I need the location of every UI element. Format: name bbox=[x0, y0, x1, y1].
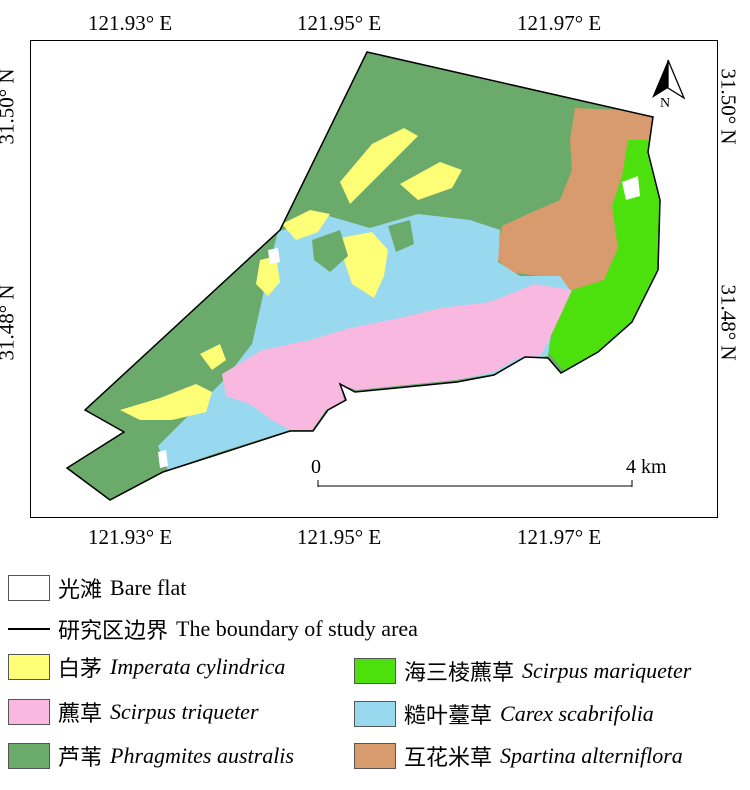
spartina-en: Spartina alterniflora bbox=[500, 743, 683, 768]
carex-cn: 糙叶薹草 bbox=[404, 703, 493, 728]
legend-scirpus-mariqueter: 海三棱藨草 Scirpus mariqueter bbox=[354, 655, 691, 687]
legend-scirpus-triqueter: 藨草 Scirpus triqueter bbox=[8, 696, 259, 728]
bare-flat-east bbox=[622, 176, 640, 200]
scirpus-mariqueter-swatch bbox=[354, 658, 396, 684]
bare-flat-swatch bbox=[8, 575, 50, 601]
boundary-en: The boundary of study area bbox=[176, 616, 418, 641]
imperata-en: Imperata cylindrica bbox=[110, 654, 286, 679]
top-tick-3: 121.97° E bbox=[517, 11, 602, 35]
bare-flat-south bbox=[158, 450, 168, 468]
imperata-patch-3 bbox=[282, 210, 330, 240]
scale-bar bbox=[317, 480, 633, 487]
bottom-tick-2: 121.95° E bbox=[297, 525, 382, 549]
imperata-patch-2 bbox=[400, 162, 462, 200]
imperata-patch-6 bbox=[120, 384, 212, 420]
bottom-tick-3: 121.97° E bbox=[517, 525, 602, 549]
top-tick-2: 121.95° E bbox=[297, 11, 382, 35]
legend-spartina: 互花米草 Spartina alterniflora bbox=[354, 740, 683, 772]
boundary-cn: 研究区边界 bbox=[58, 618, 169, 643]
imperata-patch-1 bbox=[340, 128, 418, 204]
study-area-boundary bbox=[65, 51, 661, 501]
north-label: N bbox=[660, 96, 670, 111]
scirpus-triqueter-swatch bbox=[8, 699, 50, 725]
boundary-swatch bbox=[8, 616, 50, 642]
imperata-patch-5 bbox=[256, 256, 280, 296]
top-tick-1: 121.93° E bbox=[88, 11, 173, 35]
scirpus-mariqueter-cn: 海三棱藨草 bbox=[404, 660, 515, 685]
legend-bare-flat: 光滩 Bare flat bbox=[8, 572, 186, 604]
legend-phragmites: 芦苇 Phragmites australis bbox=[8, 740, 294, 772]
phragmites-streak-2 bbox=[388, 220, 414, 252]
vegetation-map: N 0 4 km bbox=[65, 51, 686, 501]
scirpus-triqueter-en: Scirpus triqueter bbox=[110, 699, 259, 724]
imperata-cn: 白茅 bbox=[58, 656, 103, 681]
imperata-patch-7 bbox=[200, 344, 226, 370]
phragmites-swatch bbox=[8, 743, 50, 769]
legend-imperata: 白茅 Imperata cylindrica bbox=[8, 651, 285, 683]
bare-flat-en: Bare flat bbox=[110, 575, 187, 600]
phragmites-streak-1 bbox=[312, 230, 348, 272]
north-arrow-icon bbox=[652, 59, 686, 100]
phragmites-en: Phragmites australis bbox=[110, 743, 294, 768]
imperata-swatch bbox=[8, 654, 50, 680]
carex-en: Carex scabrifolia bbox=[500, 701, 654, 726]
phragmites-cn: 芦苇 bbox=[58, 745, 103, 770]
imperata-patch-4 bbox=[340, 232, 388, 298]
scirpus-triqueter-cn: 藨草 bbox=[58, 701, 103, 726]
scirpus-mariqueter-en: Scirpus mariqueter bbox=[522, 658, 692, 683]
legend-carex: 糙叶薹草 Carex scabrifolia bbox=[354, 698, 654, 730]
spartina-swatch bbox=[354, 743, 396, 769]
carex-swatch bbox=[354, 701, 396, 727]
bare-flat-west bbox=[268, 248, 280, 264]
scale-end-label: 4 km bbox=[626, 456, 667, 478]
scale-start-label: 0 bbox=[311, 456, 321, 478]
bottom-tick-1: 121.93° E bbox=[88, 525, 173, 549]
legend-boundary: 研究区边界 The boundary of study area bbox=[8, 613, 418, 645]
spartina-cn: 互花米草 bbox=[404, 745, 493, 770]
scirpus-triqueter-area bbox=[222, 284, 572, 430]
bare-flat-cn: 光滩 bbox=[58, 577, 103, 602]
